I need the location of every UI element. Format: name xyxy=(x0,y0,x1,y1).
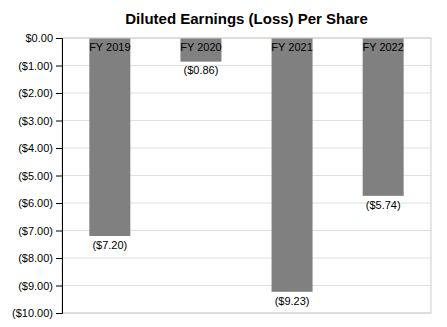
title: Diluted Earnings (Loss) Per Share xyxy=(125,10,368,27)
y-tick-label: ($8.00) xyxy=(18,252,53,264)
y-tick-mark xyxy=(56,258,62,259)
y-tick-label: ($6.00) xyxy=(18,197,53,209)
bar xyxy=(363,38,404,196)
grid xyxy=(62,38,431,313)
y-tick: ($3.00) xyxy=(18,115,62,127)
grid-line xyxy=(62,258,431,259)
data-label: ($7.20) xyxy=(92,239,127,251)
y-tick-label: ($3.00) xyxy=(18,115,53,127)
plot-frame xyxy=(62,38,431,313)
y-tick: ($1.00) xyxy=(18,60,62,72)
bar xyxy=(89,38,130,236)
data-label: ($9.23) xyxy=(275,295,310,307)
y-tick-mark xyxy=(56,38,62,39)
y-tick: ($4.00) xyxy=(18,142,62,154)
bars xyxy=(89,38,403,292)
y-tick-label: $0.00 xyxy=(25,32,53,44)
y-tick-mark xyxy=(56,313,62,314)
data-label: ($0.86) xyxy=(184,64,219,76)
data-label: ($5.74) xyxy=(366,199,401,211)
grid-line xyxy=(62,285,431,286)
y-tick-label: ($5.00) xyxy=(18,170,53,182)
y-axis: $0.00 ($1.00) ($2.00) ($3.00) ($4.00) ($5.00)… xyxy=(12,32,62,319)
category-label: FY 2022 xyxy=(362,41,403,53)
y-tick: ($8.00) xyxy=(18,252,62,264)
y-tick: ($2.00) xyxy=(18,87,62,99)
y-tick-label: ($4.00) xyxy=(18,142,53,154)
y-tick-mark xyxy=(56,286,62,287)
y-tick-label: ($7.00) xyxy=(18,225,53,237)
chart: $0.00 ($1.00) ($2.00) ($3.00) ($4.00) ($5.00)… xyxy=(0,0,447,327)
y-tick-mark xyxy=(56,121,62,122)
y-tick-mark xyxy=(56,176,62,177)
y-tick-mark xyxy=(56,148,62,149)
y-tick-label: ($9.00) xyxy=(18,280,53,292)
y-tick: ($7.00) xyxy=(18,225,62,237)
y-tick-mark xyxy=(56,66,62,67)
y-tick: ($6.00) xyxy=(18,197,62,209)
y-tick: ($10.00) xyxy=(12,307,62,319)
y-tick: ($9.00) xyxy=(18,280,62,292)
y-tick: $0.00 xyxy=(25,32,62,44)
y-tick-mark xyxy=(56,231,62,232)
y-tick-label: ($10.00) xyxy=(12,307,53,319)
y-axis-line xyxy=(56,39,63,314)
y-tick-label: ($1.00) xyxy=(18,60,53,72)
labels: FY 2019 FY 2020 FY 2021 FY 2022 ($7.20) ($0.8… xyxy=(89,41,404,307)
y-tick-mark xyxy=(56,203,62,204)
category-label: FY 2021 xyxy=(271,41,312,53)
bar xyxy=(180,38,221,62)
y-tick-mark xyxy=(56,93,62,94)
y-tick: ($5.00) xyxy=(18,170,62,182)
category-label: FY 2020 xyxy=(180,41,221,53)
y-tick-label: ($2.00) xyxy=(18,87,53,99)
category-label: FY 2019 xyxy=(89,41,130,53)
plot: $0.00 ($1.00) ($2.00) ($3.00) ($4.00) ($5.00)… xyxy=(12,32,431,319)
bar xyxy=(272,38,313,292)
